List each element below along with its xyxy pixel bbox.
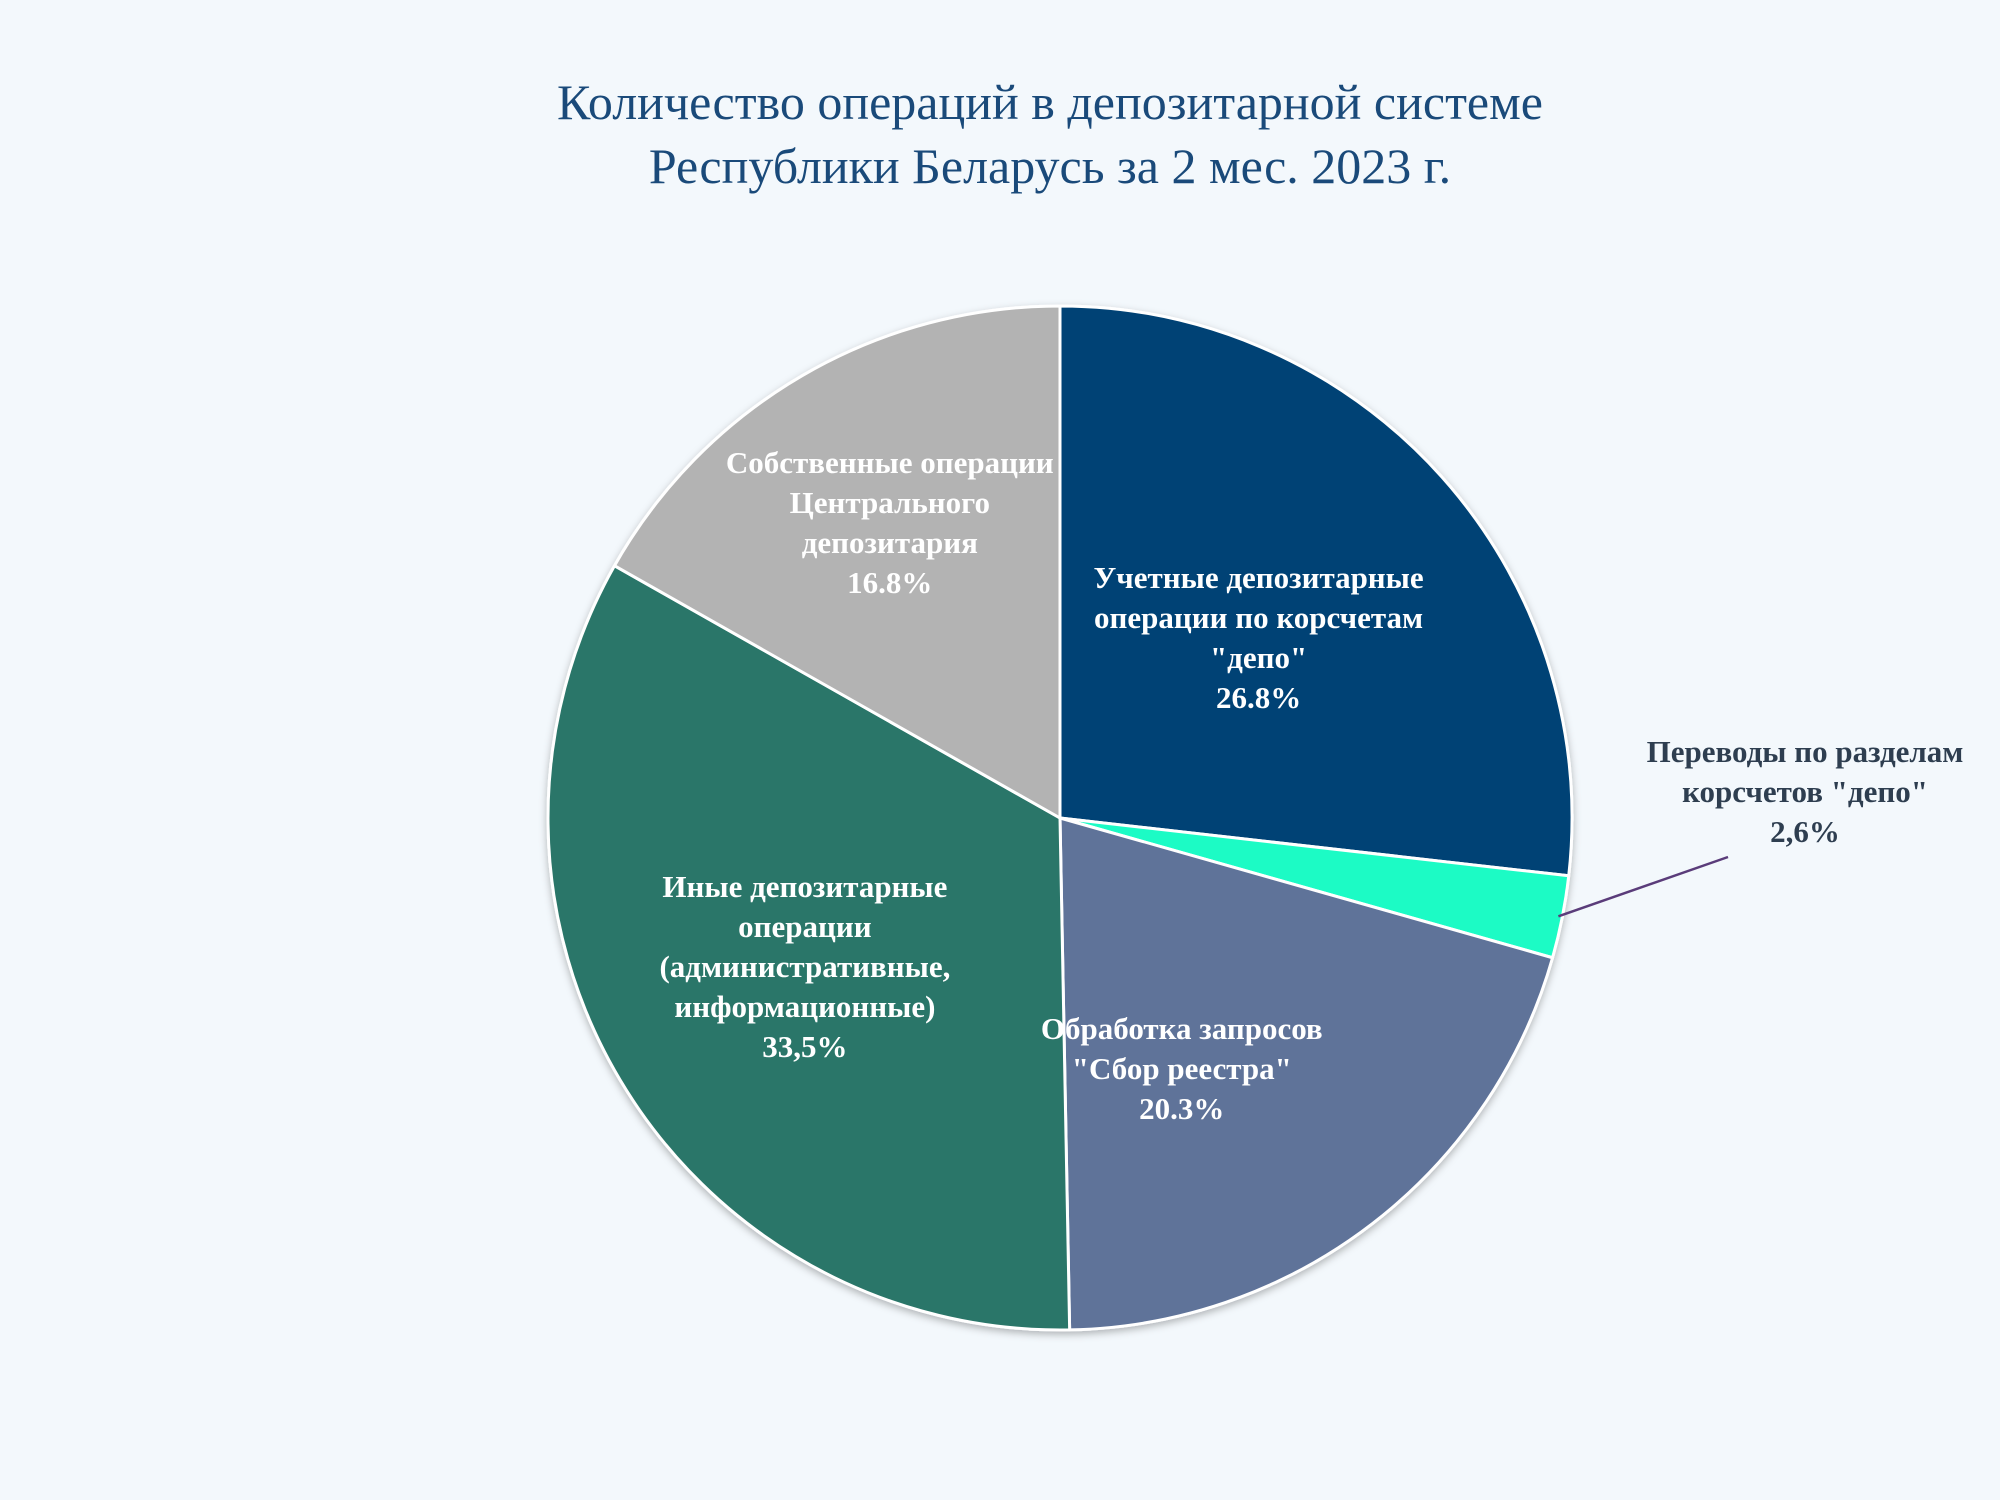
- slice-label-1-line-1: Учетные депозитарные: [1094, 560, 1424, 595]
- slice-label-5-line-3: депозитария: [802, 525, 978, 560]
- slice-label-5-line-2: Центрального: [790, 485, 990, 520]
- leader-line-2: [1557, 855, 1729, 918]
- slice-label-1-line-2: операции по корсчетам: [1094, 600, 1423, 635]
- slice-value-label-1: 26.8%: [1216, 680, 1301, 715]
- slice-label-1-line-3: "депо": [1210, 640, 1307, 675]
- chart-title: Количество операций в депозитарной систе…: [450, 70, 1650, 198]
- slice-label-4-line-3: (административные,: [659, 949, 950, 984]
- leader-lines: [1557, 855, 1729, 918]
- slice-label-3-line-2: "Сбор реестра": [1072, 1051, 1292, 1086]
- pie-slice-5: [612, 304, 1062, 820]
- slice-label-5-line-1: Собственные операции: [726, 445, 1054, 480]
- pie-slices: [546, 304, 1574, 1332]
- slice-labels: Учетные депозитарные операции по корсчета…: [659, 445, 1963, 1126]
- slice-value-label-3: 20.3%: [1139, 1091, 1224, 1126]
- chart-title-line-1: Количество операций в депозитарной систе…: [557, 74, 1543, 130]
- slice-label-4-line-4: информационные): [674, 989, 935, 1024]
- slice-value-label-2: 2,6%: [1770, 814, 1840, 849]
- slice-label-4-line-2: операции: [738, 909, 872, 944]
- slice-label-4-line-1: Иные депозитарные: [662, 869, 947, 904]
- slice-value-label-5: 16.8%: [847, 565, 932, 600]
- slice-value-label-4: 33,5%: [762, 1029, 847, 1064]
- pie-slice-3: [1058, 816, 1555, 1332]
- pie-slice-4: [546, 564, 1072, 1332]
- pie-slice-1: [1058, 304, 1574, 878]
- chart-title-line-2: Республики Беларусь за 2 мес. 2023 г.: [648, 138, 1452, 194]
- slice-label-2-line-2: корсчетов "депо": [1682, 774, 1928, 809]
- slice-label-2-line-1: Переводы по разделам: [1647, 734, 1964, 769]
- slice-label-3-line-1: Обработка запросов: [1041, 1011, 1323, 1046]
